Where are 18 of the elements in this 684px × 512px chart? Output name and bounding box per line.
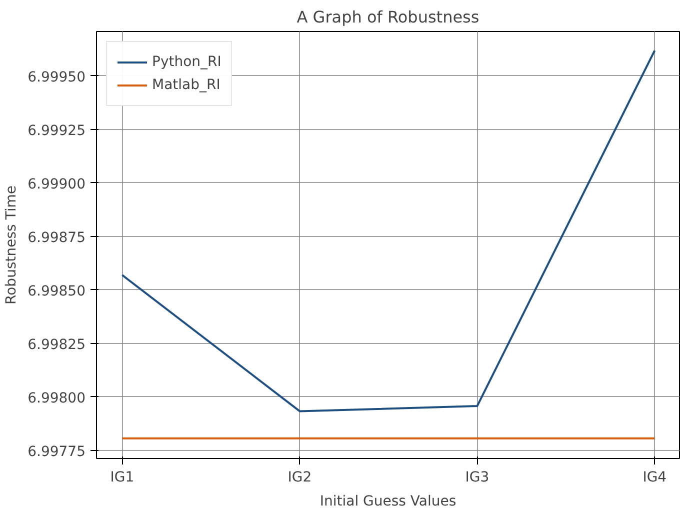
y-tick-label: 6.99925 [28, 122, 86, 139]
line-series [121, 50, 656, 412]
y-tick-label: 6.99800 [28, 390, 86, 406]
legend-label: Python_RI [152, 54, 222, 70]
y-tick-label: 6.99825 [28, 336, 86, 353]
y-axis-title: Robustness Time [4, 185, 20, 304]
x-axis-title: Initial Guess Values [320, 494, 456, 510]
x-tick-label: IG4 [642, 470, 667, 486]
y-tick-label: 6.99950 [28, 69, 86, 86]
x-tick-label: IG1 [110, 470, 134, 486]
x-tick-label: IG3 [465, 470, 490, 486]
x-tick-label: IG2 [288, 470, 312, 486]
y-tick-label: 6.99900 [28, 176, 86, 192]
legend-label: Matlab_RI [152, 77, 220, 93]
y-tick-label: 6.99875 [28, 230, 86, 246]
y-tick-label: 6.99775 [28, 444, 86, 460]
y-tick-label: 6.99850 [28, 283, 86, 300]
chart-title: A Graph of Robustness [296, 8, 480, 26]
